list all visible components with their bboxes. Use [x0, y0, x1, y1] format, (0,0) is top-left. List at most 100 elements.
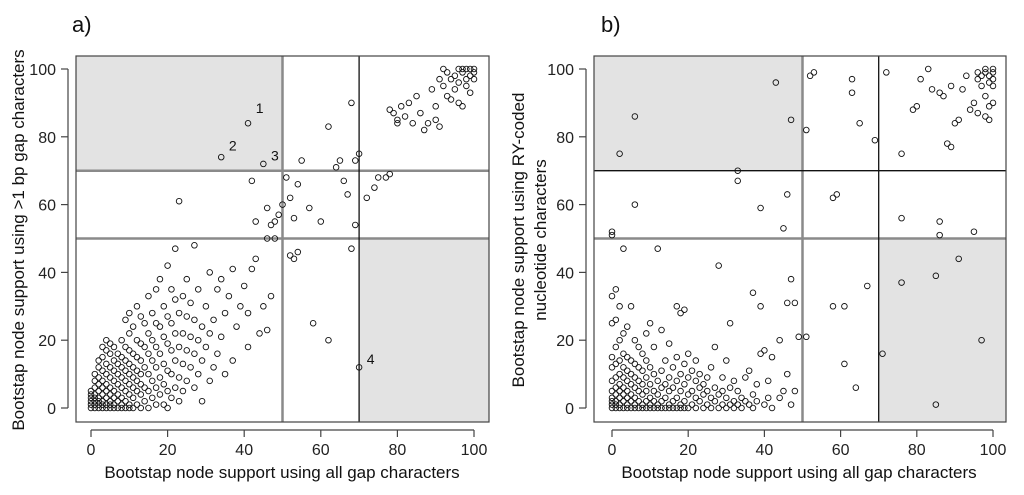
- panel-a-point: [99, 384, 106, 391]
- panel-b-point: [989, 82, 997, 90]
- panel-a-point: [110, 404, 118, 412]
- panel-a-point: [306, 204, 313, 212]
- panel-b-point: [608, 292, 616, 300]
- panel-a-point: [194, 336, 202, 344]
- panel-a-point: [168, 370, 175, 378]
- panel-b-x-tick-label: 80: [908, 442, 926, 459]
- panel-b-point: [677, 401, 684, 408]
- panel-a-point: [256, 330, 263, 337]
- panel-a-point: [229, 265, 236, 273]
- panel-b-point: [608, 320, 616, 327]
- panel-b-point: [662, 357, 669, 364]
- panel-a-point: [394, 119, 401, 127]
- panel-b-point: [635, 397, 642, 405]
- panel-a-point: [455, 79, 462, 86]
- panel-b-point: [608, 228, 616, 235]
- panel-a-point: [87, 401, 95, 408]
- panel-a-point: [183, 347, 190, 354]
- panel-a-point: [129, 350, 137, 358]
- panel-b-point: [707, 394, 715, 402]
- panel-b-point: [936, 89, 943, 96]
- panel-a-point: [206, 377, 213, 385]
- panel-a-point: [447, 96, 455, 103]
- panel-b-point: [673, 303, 681, 310]
- panel-b-point: [639, 350, 646, 358]
- panel-b-point: [635, 364, 642, 371]
- panel-b-x-tick-label: 60: [832, 442, 850, 459]
- panel-b-point: [985, 72, 993, 80]
- panel-a-point: [95, 404, 102, 412]
- panel-a-point: [260, 303, 267, 310]
- panel-a-point: [298, 157, 305, 164]
- panel-b-point: [681, 381, 688, 388]
- panel-b-y-tick-label: 100: [547, 62, 574, 79]
- panel-a-annotation-4: 4: [367, 351, 375, 367]
- panel-b-point: [898, 214, 905, 222]
- panel-b-point: [864, 282, 871, 290]
- panel-a-point: [156, 323, 164, 330]
- panel-a-point: [340, 177, 348, 185]
- panel-b-point: [616, 370, 623, 378]
- panel-b-point: [616, 357, 623, 364]
- panel-b-point: [665, 387, 673, 395]
- panel-a-point: [87, 391, 95, 398]
- panel-b-point: [974, 75, 982, 83]
- panel-a-point: [221, 309, 229, 317]
- panel-a-point: [103, 381, 110, 388]
- panel-b-point: [612, 391, 620, 398]
- panel-a-point: [126, 401, 133, 408]
- panel-a-point: [118, 384, 125, 391]
- panel-b-point: [643, 404, 650, 412]
- panel-a-point: [133, 377, 141, 385]
- panel-a-point: [118, 364, 125, 371]
- panel-b-point: [856, 119, 863, 127]
- panel-a-point: [325, 336, 332, 344]
- panel-a-point: [187, 299, 194, 307]
- panel-b-y-tick-label: 40: [556, 265, 574, 282]
- panel-b-point: [627, 357, 635, 364]
- panel-a-point: [309, 320, 317, 327]
- panel-a-x-tick-label: 80: [389, 442, 407, 459]
- panel-b-point: [665, 374, 673, 381]
- panel-a-annotation-2: 2: [229, 137, 237, 153]
- panel-b-point: [989, 69, 997, 76]
- panel-a-point: [317, 218, 325, 225]
- panel-a-point: [103, 404, 110, 412]
- panel-b-point: [700, 391, 707, 398]
- panel-a-point: [194, 370, 202, 378]
- panel-b-point: [631, 401, 639, 408]
- panel-a-point: [221, 370, 229, 378]
- panel-a-point: [240, 282, 248, 290]
- panel-b-point: [940, 92, 947, 100]
- panel-a-point: [217, 275, 225, 283]
- panel-b-point: [723, 357, 730, 364]
- panel-a-point: [470, 65, 478, 73]
- panel-b-point: [681, 397, 688, 405]
- panel-b-point: [791, 299, 799, 307]
- panel-b-point: [639, 404, 646, 412]
- panel-b-y-axis-label-line1: Bootstap node support using RY-coded: [509, 93, 528, 388]
- panel-b: b) 0 20 40 60 80 100 0 20 40 60 80 100 Bootstap no…: [509, 12, 1007, 482]
- panel-a-point: [164, 404, 171, 412]
- panel-b-point: [608, 387, 616, 395]
- panel-b-label: b): [601, 12, 621, 37]
- panel-b-point: [791, 387, 799, 395]
- panel-b-point: [627, 303, 635, 310]
- panel-b-point: [723, 404, 730, 412]
- panel-b-point: [608, 394, 616, 402]
- panel-a-point: [95, 394, 102, 402]
- panel-a-point: [466, 65, 474, 73]
- panel-a-point: [463, 65, 470, 73]
- panel-a-point: [440, 65, 447, 73]
- panel-a-point: [229, 357, 236, 364]
- panel-b-point: [947, 143, 955, 151]
- panel-a-point: [137, 370, 145, 378]
- panel-b-y-axis-label-line2: nucleotide characters: [531, 159, 550, 321]
- panel-a-point: [463, 75, 470, 83]
- panel-a-point: [451, 86, 459, 93]
- panel-a-point: [352, 157, 359, 164]
- panel-a-point: [436, 123, 443, 130]
- panel-b-point: [684, 350, 692, 358]
- panel-a-point: [106, 384, 114, 391]
- panel-b-point: [631, 336, 639, 344]
